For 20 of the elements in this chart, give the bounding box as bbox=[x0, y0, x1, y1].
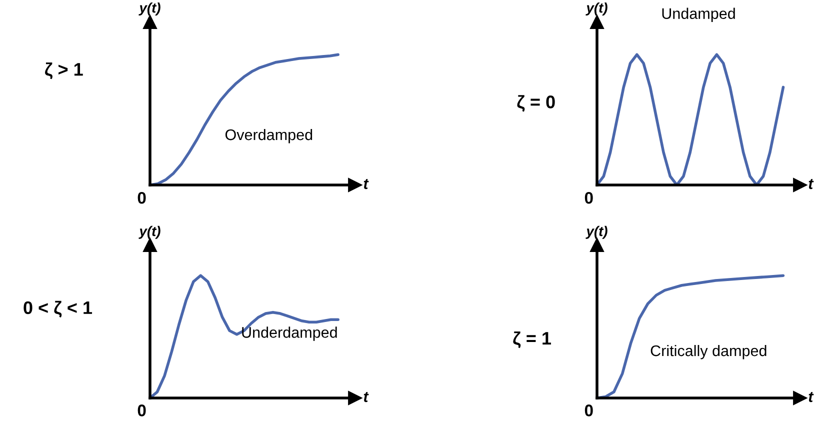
text: 0 bbox=[584, 192, 593, 204]
x-axis-title: t bbox=[808, 392, 814, 402]
annotation: Overdamped bbox=[225, 128, 312, 144]
text: 0 bbox=[138, 404, 146, 416]
y-axis-title: y(t) bbox=[586, 2, 608, 16]
text: 0 bbox=[584, 404, 593, 416]
text: 0 bbox=[138, 192, 146, 204]
text: Undamped bbox=[662, 8, 735, 22]
x-axis-title: t bbox=[808, 178, 814, 190]
x-axis-title: t bbox=[364, 178, 369, 190]
text: 0 < ζ < 1 bbox=[24, 300, 92, 318]
annotation: Critically damped bbox=[650, 344, 766, 360]
annotation: Underdamped bbox=[242, 326, 337, 341]
y-axis-title: y(t) bbox=[138, 2, 160, 16]
y-axis-title: y(t) bbox=[586, 226, 608, 239]
text: ζ = 0 bbox=[517, 95, 555, 112]
y-axis-title: y(t) bbox=[138, 226, 160, 239]
x-axis-title: t bbox=[364, 392, 369, 402]
text: ζ > 1 bbox=[45, 62, 83, 80]
text: ζ = 1 bbox=[513, 331, 552, 348]
